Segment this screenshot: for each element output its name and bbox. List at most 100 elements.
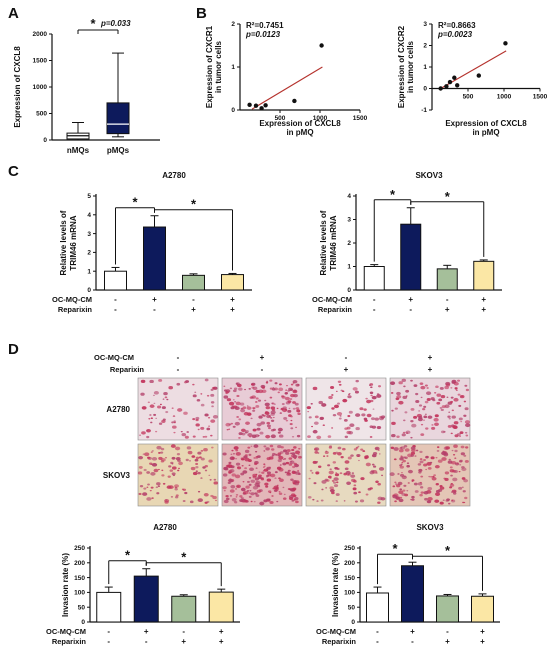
stained-cell — [293, 499, 296, 501]
micrograph-cells-A2780-0 — [139, 378, 218, 439]
stained-cell — [255, 467, 258, 469]
stained-cell — [160, 460, 165, 463]
stained-cell — [400, 455, 403, 457]
stained-cell — [369, 384, 371, 386]
stained-cell — [378, 453, 381, 455]
significance-star: * — [445, 189, 451, 204]
stained-cell — [204, 378, 209, 382]
stained-cell — [172, 425, 177, 429]
stained-cell — [288, 457, 293, 460]
stained-cell — [166, 485, 172, 489]
stained-cell — [294, 480, 298, 483]
bar-2 — [171, 595, 197, 623]
stained-cell — [197, 498, 203, 503]
stained-cell — [365, 462, 371, 467]
stained-cell — [256, 427, 261, 431]
stained-cell — [281, 395, 285, 398]
stained-cell — [234, 501, 238, 504]
stained-cell — [427, 496, 433, 501]
stained-cell — [322, 424, 325, 427]
stained-cell — [393, 458, 397, 461]
stained-cell — [228, 428, 231, 430]
stained-cell — [423, 405, 427, 408]
stained-cell — [464, 420, 470, 424]
stained-cell — [321, 480, 327, 484]
stained-cell — [251, 397, 254, 399]
stained-cell — [235, 451, 241, 456]
stained-cell — [370, 469, 375, 473]
stained-cell — [295, 471, 300, 475]
stained-cell — [420, 491, 425, 494]
bar-0 — [363, 266, 385, 291]
stained-cell — [292, 389, 298, 394]
stained-cell — [210, 419, 216, 423]
stained-cell — [459, 431, 464, 435]
stained-cell — [433, 417, 439, 422]
stained-cell — [266, 478, 272, 482]
stained-cell — [210, 388, 214, 391]
stained-cell — [451, 409, 454, 412]
stained-cell — [222, 473, 228, 477]
stained-cell — [248, 453, 252, 456]
stained-cell — [156, 482, 161, 486]
stained-cell — [327, 435, 332, 438]
stained-cell — [374, 417, 379, 421]
y-tick-label: 100 — [74, 590, 85, 597]
stained-cell — [325, 487, 328, 489]
x-axis-title-b: in pMQ — [472, 128, 499, 137]
chart-title: SKOV3 — [416, 523, 444, 532]
stained-cell — [376, 425, 382, 430]
bar-3 — [221, 274, 244, 291]
stained-cell — [170, 444, 176, 448]
stained-cell — [464, 407, 469, 411]
stained-cell — [394, 481, 397, 484]
stained-cell — [321, 488, 324, 491]
stained-cell — [211, 386, 216, 390]
stained-cell — [369, 425, 374, 429]
stained-cell — [424, 497, 428, 501]
stained-cell — [407, 469, 413, 474]
stained-cell — [318, 400, 324, 405]
stained-cell — [364, 455, 369, 459]
stained-cell — [291, 435, 295, 438]
stained-cell — [347, 395, 352, 399]
stained-cell — [266, 424, 271, 428]
scatter-point — [452, 75, 457, 80]
stained-cell — [204, 435, 208, 438]
stained-cell — [396, 391, 401, 396]
condition-sign: - — [107, 627, 110, 636]
stained-cell — [399, 465, 404, 469]
stained-cell — [292, 454, 298, 459]
stained-cell — [441, 451, 447, 456]
stained-cell — [317, 465, 322, 468]
stained-cell — [444, 385, 450, 390]
stained-cell — [458, 486, 463, 490]
stained-cell — [296, 409, 301, 413]
stained-cell — [231, 449, 234, 452]
condition-sign: - — [373, 305, 376, 314]
stained-cell — [150, 417, 153, 420]
stained-cell — [151, 497, 154, 500]
stained-cell — [152, 394, 155, 397]
stained-cell — [176, 382, 181, 386]
micrograph-cells-SKOV3-1 — [222, 444, 302, 506]
stained-cell — [444, 477, 449, 481]
stained-cell — [140, 392, 145, 396]
stained-cell — [320, 499, 324, 502]
stained-cell — [337, 446, 342, 450]
stained-cell — [404, 448, 410, 452]
stained-cell — [463, 501, 466, 504]
stained-cell — [232, 389, 237, 393]
stained-cell — [277, 454, 281, 457]
stained-cell — [293, 462, 297, 466]
stained-cell — [284, 408, 288, 411]
stained-cell — [460, 452, 466, 456]
p-value-b: p=0.0023 — [437, 30, 473, 39]
stained-cell — [244, 430, 249, 433]
stained-cell — [292, 482, 296, 485]
stained-cell — [424, 384, 428, 387]
stained-cell — [286, 472, 291, 475]
stained-cell — [266, 457, 271, 461]
stained-cell — [420, 475, 424, 478]
category-label-pMQs: pMQs — [107, 146, 130, 155]
